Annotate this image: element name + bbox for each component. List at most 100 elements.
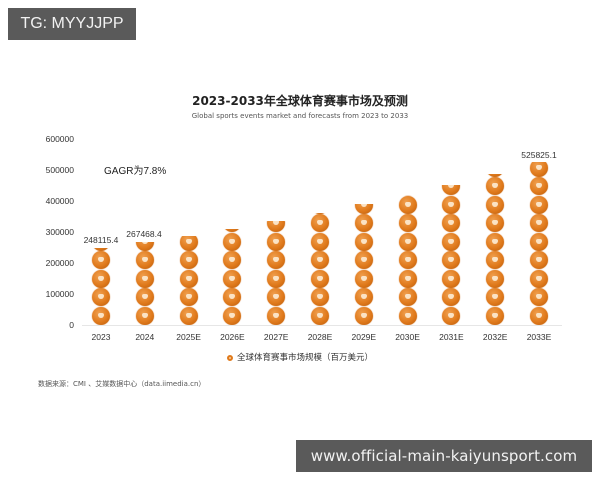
ball-icon [486, 306, 505, 325]
bar-2032e [485, 173, 505, 325]
ball-icon [486, 195, 505, 214]
ball-icon [92, 306, 110, 325]
x-axis-line [82, 325, 562, 326]
website-watermark: www.official-main-kaiyunsport.com [296, 440, 592, 472]
tg-tag-overlay: TG: MYYJJPP [8, 8, 136, 40]
ball-icon [135, 288, 154, 306]
ball-icon [398, 306, 417, 325]
chart-subtitle: Global sports events market and forecast… [191, 112, 409, 120]
ball-icon [267, 251, 286, 269]
ball-icon [398, 232, 417, 251]
x-tick-label: 2023 [91, 332, 111, 342]
bar-2031e [441, 184, 461, 325]
bar-2026e [222, 228, 242, 325]
value-label-2024: 267468.4 [126, 229, 162, 239]
ball-icon [442, 269, 461, 288]
ball-icon [311, 232, 329, 251]
x-tick-label: 2028E [307, 332, 333, 342]
ball-icon [442, 214, 461, 232]
ball-icon [442, 306, 461, 325]
ball-icon [354, 269, 373, 288]
ball-icon [530, 251, 548, 269]
x-tick-label: 2030E [395, 332, 420, 342]
ball-icon [135, 269, 154, 288]
ball-icon [179, 288, 198, 306]
ball-icon [92, 288, 110, 306]
ball-icon [530, 177, 548, 195]
ball-icon [223, 288, 242, 306]
ball-icon [179, 235, 198, 251]
y-tick-label: 600000 [45, 134, 74, 144]
y-tick-label: 200000 [45, 258, 74, 268]
ball-icon [311, 306, 329, 325]
ball-icon [267, 269, 286, 288]
ball-icon [311, 214, 329, 232]
ball-icon [442, 288, 461, 306]
y-tick-label: 500000 [45, 165, 74, 175]
y-tick-label: 0 [69, 320, 74, 330]
ball-icon [398, 288, 417, 306]
bar-2025e [179, 235, 199, 325]
bar-2029e [354, 204, 374, 325]
ball-icon [135, 242, 154, 251]
ball-icon [398, 251, 417, 269]
ball-icon [267, 306, 286, 325]
y-tick-label: 100000 [45, 289, 74, 299]
ball-icon [92, 248, 110, 251]
ball-icon [311, 269, 329, 288]
ball-icon [486, 251, 505, 269]
legend-marker-icon [226, 354, 233, 361]
legend-label: 全球体育赛事市场规模（百万美元） [236, 353, 373, 363]
ball-icon [267, 288, 286, 306]
ball-icon [530, 214, 548, 232]
ball-icon [398, 195, 417, 214]
ball-icon [486, 269, 505, 288]
ball-icon [442, 195, 461, 214]
ball-icon [486, 288, 505, 306]
ball-icon [354, 214, 373, 232]
ball-icon [92, 269, 110, 288]
y-tick-label: 300000 [45, 227, 74, 237]
ball-icon [223, 306, 242, 325]
x-tick-label: 2027E [263, 332, 289, 342]
ball-icon [179, 251, 198, 269]
ball-icon [179, 306, 198, 325]
ball-icon [354, 232, 373, 251]
x-tick-label: 2032E [482, 332, 508, 342]
bar-2023 [91, 248, 111, 325]
ball-icon [530, 232, 548, 251]
cagr-annotation: GAGR为7.8% [104, 166, 167, 177]
ball-icon [267, 221, 286, 232]
y-tick-label: 400000 [45, 196, 74, 206]
ball-icon [442, 251, 461, 269]
x-tick-label: 2026E [220, 332, 245, 342]
ball-icon [135, 306, 154, 325]
ball-icon [530, 288, 548, 306]
ball-icon [486, 214, 505, 232]
bar-2030e [398, 194, 418, 325]
ball-icon [530, 195, 548, 214]
ball-icon [486, 232, 505, 251]
ball-icon [92, 251, 110, 269]
ball-icon [354, 288, 373, 306]
ball-icon [486, 173, 505, 177]
ball-icon [223, 269, 242, 288]
ball-icon [442, 232, 461, 251]
ball-icon [135, 251, 154, 269]
ball-icon [223, 228, 242, 232]
x-tick-label: 2033E [526, 332, 552, 342]
value-label-2023: 248115.4 [83, 235, 119, 245]
x-tick-label: 2029E [351, 332, 377, 342]
ball-icon [311, 251, 329, 269]
ball-icon [354, 204, 373, 214]
bar-2027e [266, 221, 286, 325]
x-tick-label: 2025E [176, 332, 201, 342]
value-label-2033e: 525825.1 [521, 150, 557, 160]
ball-icon [223, 232, 242, 251]
bar-2028e [310, 213, 330, 325]
ball-icon [530, 162, 548, 177]
bar-2033e [529, 162, 549, 325]
x-tick-label: 2031E [439, 332, 464, 342]
ball-icon [311, 288, 329, 306]
ball-icon [223, 251, 242, 269]
